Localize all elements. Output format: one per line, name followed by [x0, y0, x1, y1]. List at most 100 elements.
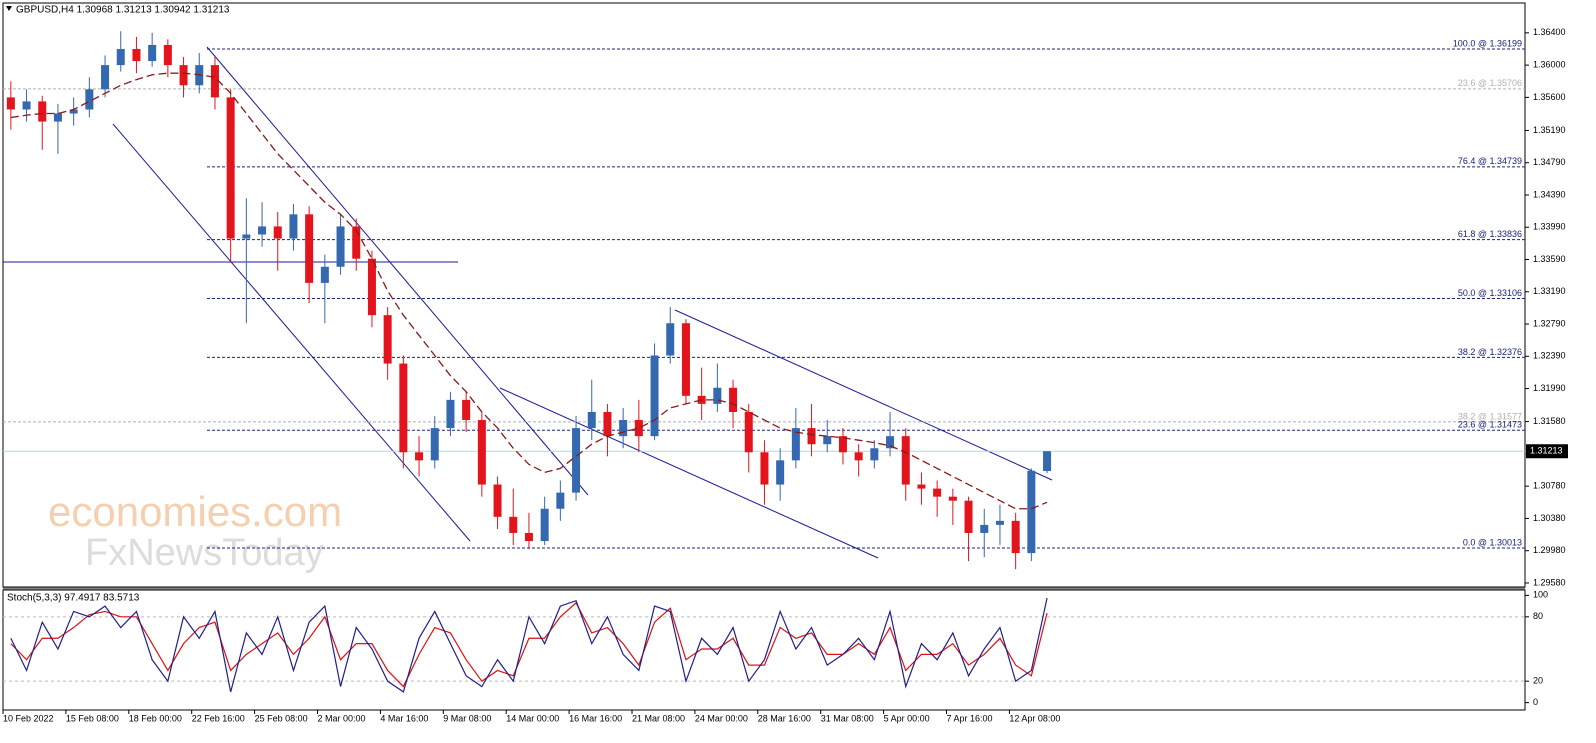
candle-body: [854, 452, 863, 461]
candle-body: [383, 315, 392, 364]
candle-body: [948, 496, 957, 501]
fib-label: 50.0 @ 1.33106: [1458, 288, 1522, 298]
fib-label: 38.2 @ 1.32376: [1458, 347, 1522, 357]
candle-body: [210, 65, 219, 98]
fib-label: 61.8 @ 1.33836: [1458, 229, 1522, 239]
candle-body: [509, 516, 518, 533]
fib-label: 23.6 @ 1.31473: [1458, 420, 1522, 430]
candle-body: [619, 420, 628, 437]
stoch-tick-label: 0: [1533, 697, 1538, 707]
x-tick-label: 18 Feb 00:00: [129, 713, 182, 723]
x-tick-label: 2 Mar 00:00: [318, 713, 366, 723]
candle-body: [713, 387, 722, 404]
y-tick-label: 1.29980: [1533, 545, 1566, 555]
stoch-tick-label: 80: [1533, 611, 1543, 621]
x-tick-label: 12 Apr 08:00: [1009, 713, 1060, 723]
candle-body: [603, 411, 612, 437]
y-tick-label: 1.30780: [1533, 481, 1566, 491]
y-tick-label: 1.36400: [1533, 27, 1566, 37]
candle-body: [791, 428, 800, 461]
fib-label: 23.6 @ 1.35706: [1458, 78, 1522, 88]
candle-body: [179, 65, 188, 86]
menu-arrow[interactable]: [6, 6, 12, 11]
y-tick-label: 1.33990: [1533, 222, 1566, 232]
candle-body: [22, 101, 31, 110]
candle-body: [838, 436, 847, 453]
candle-body: [305, 214, 314, 283]
candle-body: [352, 226, 361, 259]
y-tick-label: 1.35190: [1533, 125, 1566, 135]
candle-body: [870, 448, 879, 461]
candle-body: [995, 520, 1004, 525]
candle-body: [886, 436, 895, 449]
watermark: economies.com FxNewsToday: [48, 488, 342, 574]
candle-body: [69, 109, 78, 114]
candle-body: [1027, 470, 1036, 554]
y-tick-label: 1.32390: [1533, 351, 1566, 361]
candle-body: [901, 436, 910, 485]
candle-body: [273, 226, 282, 239]
x-tick-label: 14 Mar 00:00: [506, 713, 559, 723]
x-tick-label: 22 Feb 16:00: [192, 713, 245, 723]
candle-body: [1043, 451, 1052, 472]
candle-body: [650, 355, 659, 437]
candle-body: [760, 452, 769, 485]
stoch-line: [10, 597, 1048, 693]
y-tick-label: 1.35600: [1533, 92, 1566, 102]
candle-body: [493, 484, 502, 517]
candle-body: [556, 492, 565, 509]
stoch-tick-label: 20: [1533, 676, 1543, 686]
stoch-line: [10, 601, 1048, 688]
trend-line: [499, 387, 879, 559]
candle-body: [258, 226, 267, 235]
fib-label: 0.0 @ 1.30013: [1463, 537, 1522, 547]
stoch-panel: [2, 589, 1526, 711]
y-tick-label: 1.32790: [1533, 318, 1566, 328]
y-tick-label: 1.34790: [1533, 157, 1566, 167]
candle-body: [446, 399, 455, 429]
trend-lines: [3, 46, 1053, 559]
candle-body: [1011, 520, 1020, 554]
x-tick-label: 15 Feb 08:00: [66, 713, 119, 723]
candle-body: [336, 226, 345, 267]
candle-body: [823, 436, 832, 445]
candle-body: [148, 44, 157, 62]
x-tick-label: 24 Mar 00:00: [695, 713, 748, 723]
x-tick-label: 28 Mar 16:00: [758, 713, 811, 723]
y-tick-label: 1.33590: [1533, 254, 1566, 264]
y-tick-label: 1.36000: [1533, 59, 1566, 69]
candle-body: [807, 428, 816, 445]
candle-body: [101, 65, 110, 90]
x-tick-label: 31 Mar 08:00: [821, 713, 874, 723]
fib-label: 76.4 @ 1.34739: [1458, 156, 1522, 166]
candle-body: [729, 387, 738, 412]
y-tick-label: 1.31580: [1533, 416, 1566, 426]
candle-body: [242, 234, 251, 239]
candle-body: [85, 89, 94, 110]
y-tick-label: 1.34390: [1533, 189, 1566, 199]
candle-body: [634, 420, 643, 437]
candle-body: [587, 411, 596, 429]
trend-line: [206, 46, 589, 496]
candle-body: [163, 44, 172, 66]
current-price-box: [1526, 444, 1568, 459]
candle-body: [367, 258, 376, 316]
current-price-label: 1.31213: [1530, 446, 1563, 456]
x-tick-label: 25 Feb 08:00: [255, 713, 308, 723]
x-tick-label: 5 Apr 00:00: [884, 713, 930, 723]
candle-body: [462, 399, 471, 421]
x-tick-label: 21 Mar 08:00: [632, 713, 685, 723]
candle-body: [289, 214, 298, 239]
fib-label: 100.0 @ 1.36199: [1453, 38, 1522, 48]
x-tick-label: 16 Mar 16:00: [569, 713, 622, 723]
stoch-tick-label: 100: [1533, 590, 1548, 600]
chart-title: GBPUSD,H4 1.30968 1.31213 1.30942 1.3121…: [16, 5, 230, 16]
x-tick-label: 10 Feb 2022: [3, 713, 54, 723]
candle-body: [53, 113, 62, 122]
x-tick-label: 9 Mar 08:00: [443, 713, 491, 723]
candle-body: [776, 460, 785, 485]
candle-body: [524, 532, 533, 542]
y-tick-label: 1.33190: [1533, 286, 1566, 296]
